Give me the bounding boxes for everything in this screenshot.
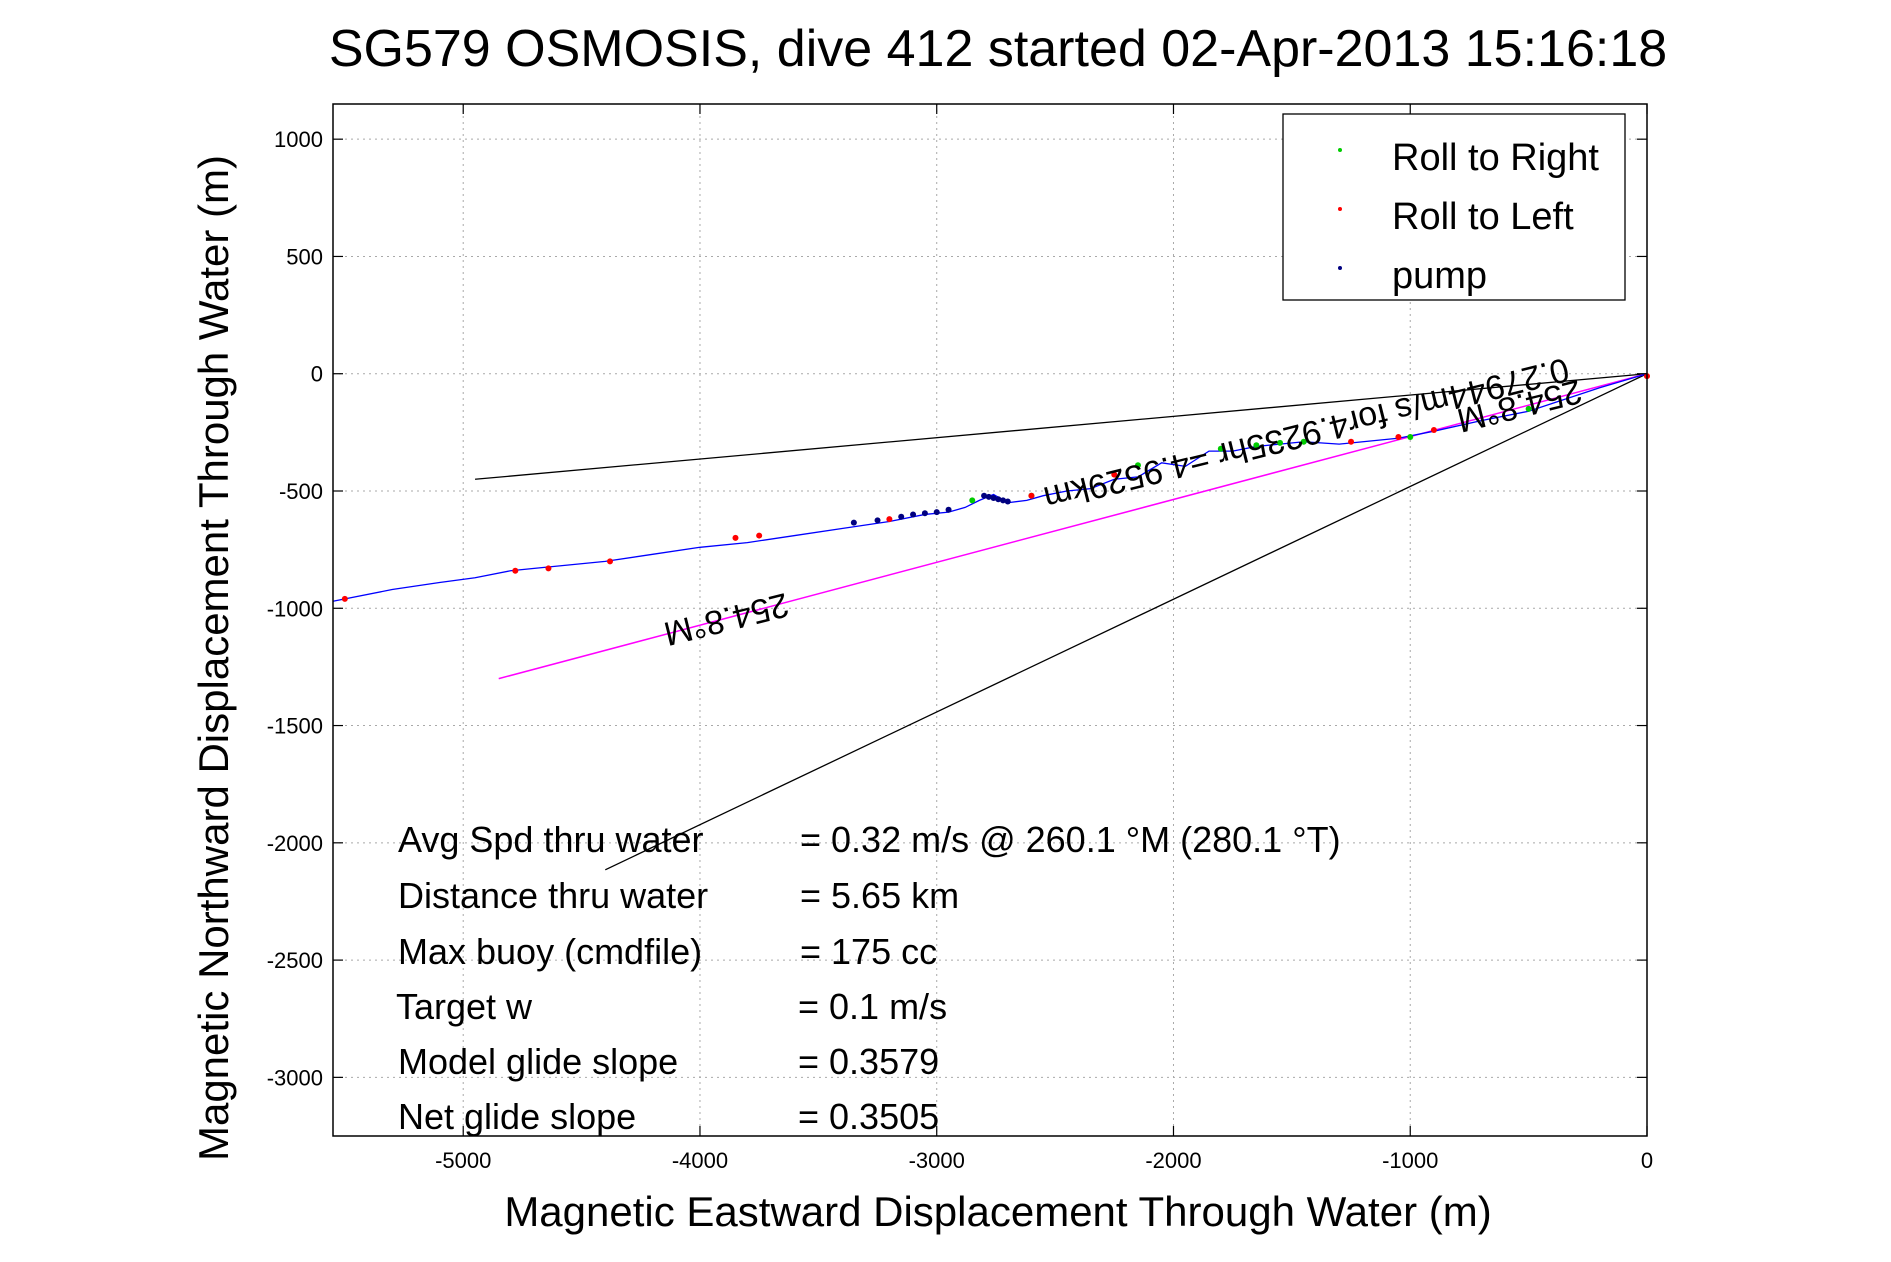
plot-frame: [332, 103, 1648, 1137]
pump-point: [933, 509, 940, 516]
y-tick-label: 0: [311, 362, 323, 387]
y-axis-label: Magnetic Northward Displacement Through …: [190, 155, 237, 1161]
pump-point: [1000, 497, 1007, 504]
y-tick-label: -2000: [267, 831, 323, 856]
legend: Roll to Right Roll to Left pump: [1282, 113, 1626, 301]
x-tick-label: -4000: [672, 1148, 728, 1173]
roll-left-point: [1430, 427, 1437, 434]
grid: [333, 104, 1647, 1136]
y-tick-label: 1000: [274, 127, 323, 152]
x-axis-label: Magnetic Eastward Displacement Through W…: [504, 1188, 1491, 1235]
legend-marker-pump: [1338, 266, 1342, 270]
legend-label-roll-right: Roll to Right: [1392, 137, 1599, 179]
stat-value-distance: = 5.65 km: [800, 875, 959, 916]
y-tick-label: -3000: [267, 1065, 323, 1090]
stat-label-avg-spd: Avg Spd thru water: [398, 819, 704, 860]
stat-value-model-glide: = 0.3579: [798, 1041, 939, 1082]
roll-left-point: [1111, 471, 1118, 478]
roll-left-point: [341, 595, 348, 602]
stat-label-net-glide: Net glide slope: [398, 1096, 636, 1137]
y-tick-label: -2500: [267, 948, 323, 973]
x-tick-label: -1000: [1382, 1148, 1438, 1173]
roll-left-point: [512, 567, 519, 574]
roll-left-point: [1395, 434, 1402, 441]
pump-point: [874, 517, 881, 524]
roll-right-point: [1134, 462, 1141, 469]
chart-title: SG579 OSMOSIS, dive 412 started 02-Apr-2…: [329, 20, 1667, 78]
roll-left-point: [1028, 492, 1035, 499]
pump-point: [990, 495, 997, 502]
x-tick-label: -2000: [1145, 1148, 1201, 1173]
legend-marker-roll-right: [1338, 148, 1342, 152]
x-tick-label: -3000: [909, 1148, 965, 1173]
roll-right-point: [1300, 438, 1307, 445]
reference-lines: [474, 373, 1648, 871]
roll-right-point: [1253, 442, 1260, 449]
roll-left-point: [545, 565, 552, 572]
stat-value-avg-spd: = 0.32 m/s @ 260.1 °M (280.1 °T): [800, 819, 1341, 860]
stat-label-model-glide: Model glide slope: [398, 1041, 678, 1082]
roll-right-point: [1407, 434, 1414, 441]
y-tick-label: 500: [286, 244, 323, 269]
y-tick-label: -1500: [267, 714, 323, 739]
roll-left-point: [886, 516, 893, 523]
roll-left-point: [1348, 438, 1355, 445]
legend-label-pump: pump: [1392, 255, 1487, 297]
stats-block: Avg Spd thru water = 0.32 m/s @ 260.1 °M…: [396, 819, 1341, 1137]
roll-left-point: [732, 534, 739, 541]
roll-right-point: [1217, 445, 1224, 452]
x-tick-label: 0: [1641, 1148, 1653, 1173]
pump-point: [981, 492, 988, 499]
pump-point: [910, 511, 917, 518]
stat-value-max-buoy: = 175 cc: [800, 931, 937, 972]
roll-right-point: [969, 497, 976, 504]
net-displacement-line: [498, 373, 1648, 680]
legend-label-roll-left: Roll to Left: [1392, 196, 1574, 238]
pump-point: [1004, 498, 1011, 505]
roll-left-point: [756, 532, 763, 539]
stat-label-target-w: Target w: [396, 986, 533, 1027]
pump-point: [995, 496, 1002, 503]
legend-marker-roll-left: [1338, 207, 1342, 211]
heading-cone-lower-line: [604, 373, 1648, 871]
markers: [341, 373, 1650, 602]
roll-right-point: [1525, 405, 1532, 412]
heading-cone-upper-line: [474, 373, 1648, 480]
y-tick-label: -1000: [267, 596, 323, 621]
pump-point: [985, 493, 992, 500]
stat-value-target-w: = 0.1 m/s: [798, 986, 947, 1027]
stat-label-distance: Distance thru water: [398, 875, 708, 916]
stat-value-net-glide: = 0.3505: [798, 1096, 939, 1137]
pump-point: [898, 513, 905, 520]
x-tick-label: -5000: [435, 1148, 491, 1173]
pump-point: [850, 519, 857, 526]
pump-point: [945, 506, 952, 513]
roll-right-point: [1277, 439, 1284, 446]
y-tick-label: -500: [279, 479, 323, 504]
roll-left-point: [607, 558, 614, 565]
axis-ticks: -5000 -4000 -3000 -2000 -1000 0 1000 500 0 -500 -1…: [267, 104, 1653, 1173]
stat-label-max-buoy: Max buoy (cmdfile): [398, 931, 702, 972]
pump-point: [921, 510, 928, 517]
